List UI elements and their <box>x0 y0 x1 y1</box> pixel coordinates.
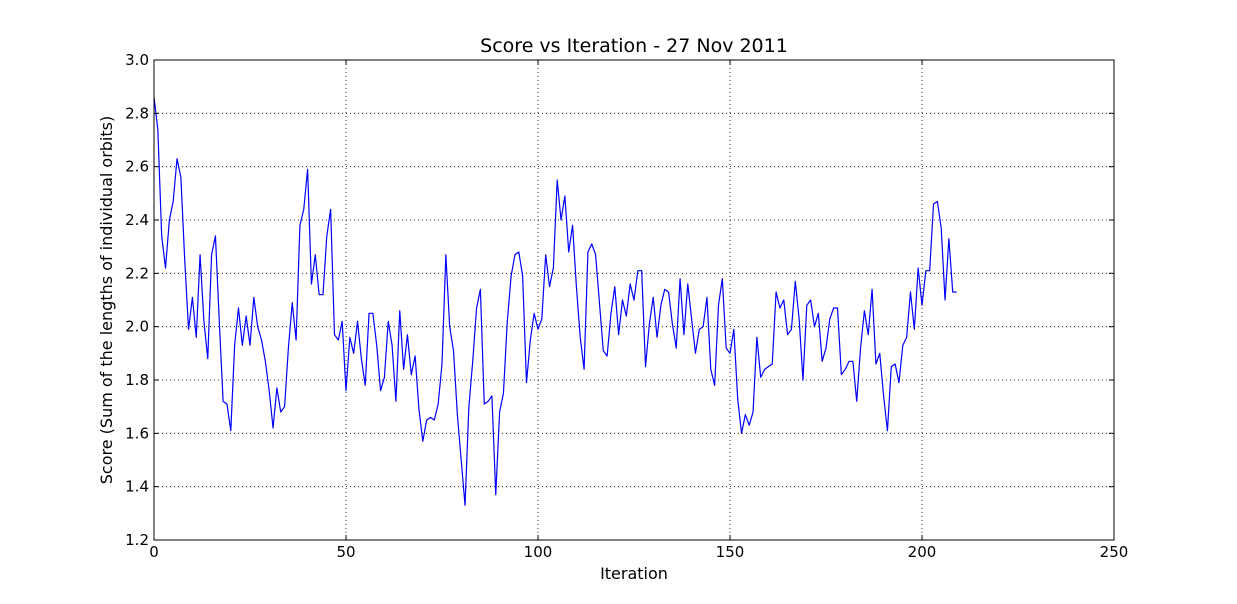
x-tick-label: 0 <box>149 543 159 561</box>
y-tick-label: 3.0 <box>125 51 149 69</box>
chart-title: Score vs Iteration - 27 Nov 2011 <box>480 35 788 57</box>
series-line-0 <box>153 97 957 506</box>
axis-ticks: 0 50 100 150 200 250 1.2 1.4 1.6 1.8 2.0 2.2 2.4 2.6 2… <box>125 51 1128 561</box>
x-axis-label: Iteration <box>600 564 668 583</box>
y-tick-label: 1.4 <box>125 478 149 496</box>
series-layer <box>153 97 957 506</box>
grid-lines <box>154 60 1114 540</box>
y-tick-label: 2.8 <box>125 104 149 122</box>
y-tick-label: 2.4 <box>125 211 149 229</box>
y-axis-label: Score (Sum of the lengths of individual … <box>97 116 116 484</box>
x-tick-label: 150 <box>716 543 745 561</box>
plot-area-frame <box>153 59 1115 541</box>
y-tick-label: 2.0 <box>125 318 149 336</box>
x-tick-label: 100 <box>524 543 553 561</box>
y-tick-label: 1.2 <box>125 531 149 549</box>
y-tick-label: 2.6 <box>125 158 149 176</box>
x-tick-label: 250 <box>1100 543 1129 561</box>
x-tick-label: 50 <box>336 543 355 561</box>
y-tick-label: 1.6 <box>125 424 149 442</box>
x-tick-label: 200 <box>908 543 937 561</box>
y-tick-label: 1.8 <box>125 371 149 389</box>
y-tick-label: 2.2 <box>125 264 149 282</box>
